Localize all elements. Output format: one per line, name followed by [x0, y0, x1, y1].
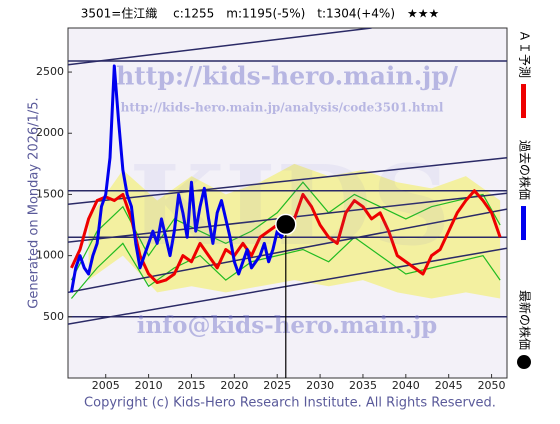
trend-line: [68, 208, 507, 294]
chart-title: 3501=住江織 c:1255 m:1195(-5%) t:1304(+4%) …: [81, 7, 440, 21]
legend-label: 最新の株価: [518, 290, 533, 350]
x-tick-label: 2020: [220, 379, 248, 392]
x-tick-label: 2025: [263, 379, 291, 392]
watermark: info@kids-hero.main.jp: [137, 312, 437, 339]
legend-swatch: [521, 84, 526, 119]
green-line: [70, 236, 501, 299]
watermark: http://kids-hero.main.jp/: [116, 62, 459, 91]
legend-label: 過去の株価: [518, 140, 533, 200]
trend-line: [68, 247, 507, 325]
y-tick-label: 500: [43, 310, 64, 323]
plot: [68, 28, 507, 325]
latest-point: [275, 213, 297, 236]
copyright: Copyright (c) Kids-Hero Research Institu…: [84, 396, 496, 411]
x-tick-label: 2035: [349, 379, 377, 392]
x-tick-label: 2045: [435, 379, 463, 392]
watermark: http://kids-hero.main.jp/analysis/code35…: [121, 101, 444, 115]
x-tick-label: 2015: [177, 379, 205, 392]
watermark: KIDS: [129, 141, 451, 270]
x-tick-label: 2010: [135, 379, 163, 392]
x-tick-label: 2005: [92, 379, 120, 392]
x-tick-label: 2040: [392, 379, 420, 392]
x-tick-label: 2050: [478, 379, 506, 392]
trend-line: [68, 156, 507, 205]
generated-note: Generated on Monday 2026/1/5.: [27, 97, 42, 308]
legend-swatch: [521, 206, 526, 241]
legend-swatch: [517, 355, 531, 370]
green-line: [70, 181, 501, 281]
y-tick-label: 2000: [36, 126, 64, 139]
y-tick-label: 1000: [36, 249, 64, 262]
x-tick-label: 2030: [306, 379, 334, 392]
trend-line: [68, 28, 372, 66]
legend-label: ＡＩ予測: [518, 30, 532, 78]
series-line: [69, 64, 288, 293]
y-tick-label: 2500: [36, 65, 64, 78]
y-tick-label: 1500: [36, 187, 64, 200]
